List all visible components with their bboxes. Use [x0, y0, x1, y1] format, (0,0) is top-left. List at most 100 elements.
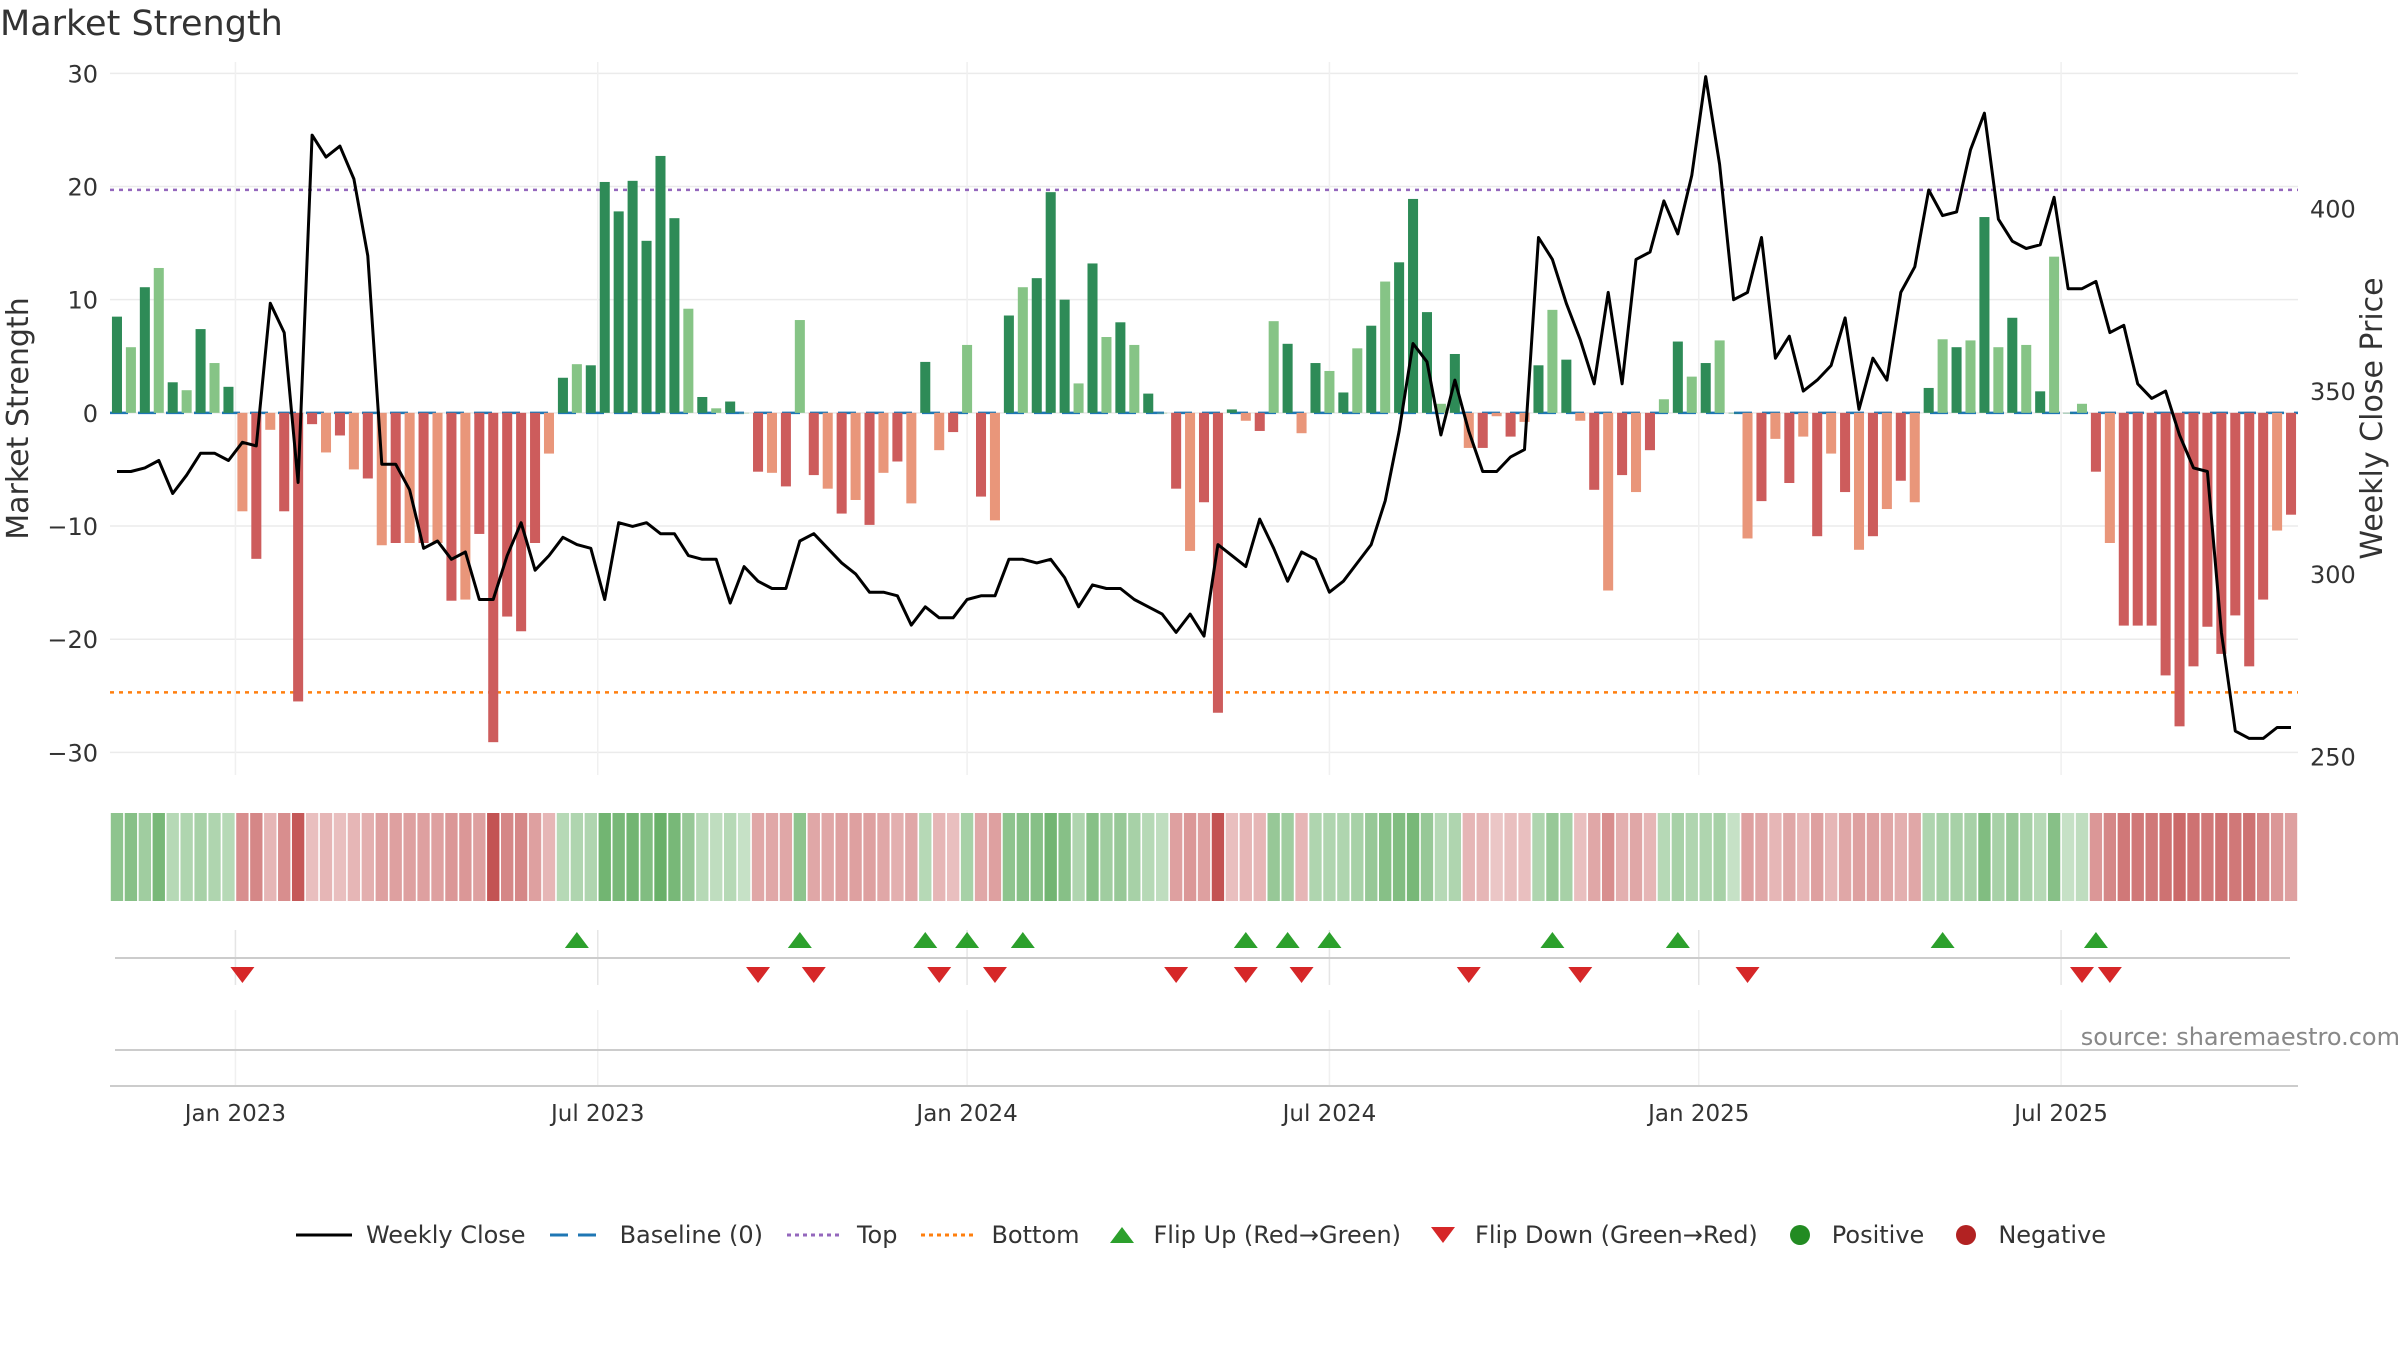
strength-bar — [2007, 317, 2018, 413]
strength-bar — [2063, 412, 2074, 414]
flip-down-marker — [1456, 967, 1481, 983]
heat-cell — [1615, 813, 1629, 901]
heat-cell — [1434, 813, 1448, 901]
heat-cell — [1211, 813, 1225, 901]
heat-cell — [1169, 813, 1183, 901]
strength-bar — [1561, 359, 1572, 413]
y2-tick-label: 350 — [2310, 378, 2356, 406]
heat-cell — [1950, 813, 1963, 901]
heat-cell — [1420, 813, 1434, 901]
strength-bar — [1115, 322, 1126, 413]
heat-cell — [1337, 813, 1350, 901]
strength-bar — [850, 412, 861, 500]
strength-bar — [1951, 347, 1962, 413]
strength-bar — [711, 408, 722, 413]
heat-cell — [1866, 813, 1880, 901]
strength-bar — [1798, 412, 1809, 437]
heat-cell — [403, 813, 416, 901]
strength-bar — [1714, 340, 1725, 413]
heat-cell — [110, 813, 124, 901]
legend-flip-up: Flip Up (Red→Green) — [1102, 1221, 1401, 1249]
heat-cell — [2229, 813, 2242, 901]
heat-cell — [779, 813, 793, 901]
heat-strip — [110, 813, 2298, 901]
strength-bar — [1254, 412, 1265, 431]
heat-cell — [333, 813, 347, 901]
heat-cell — [1267, 813, 1280, 901]
strength-bar — [2021, 344, 2032, 413]
heat-cell — [1323, 813, 1336, 901]
strength-bar — [725, 401, 736, 413]
heat-cell — [389, 813, 402, 901]
strength-bar — [167, 382, 178, 413]
heat-cell — [1142, 813, 1155, 901]
circle-green-icon — [1789, 1225, 1810, 1245]
strength-bar — [1310, 363, 1321, 413]
x-tick-label: Jul 2024 — [1281, 1101, 1377, 1127]
heat-cell — [1978, 813, 1991, 901]
strength-bar — [2160, 412, 2171, 676]
heat-cell — [1783, 813, 1796, 901]
heat-cell — [2201, 813, 2214, 901]
heat-cell — [1755, 813, 1768, 901]
heat-cell — [2145, 813, 2158, 901]
strength-bar — [2258, 412, 2269, 600]
heat-cell — [988, 813, 1002, 901]
heat-cell — [1588, 813, 1601, 901]
flip-down-marker — [1289, 967, 1314, 983]
strength-bar — [223, 386, 234, 413]
legend-flip-down: Flip Down (Green→Red) — [1423, 1221, 1758, 1249]
strength-bar — [1881, 412, 1892, 510]
strength-bar — [599, 181, 610, 413]
strength-bar — [962, 344, 973, 413]
heat-cell — [1727, 813, 1740, 901]
heat-cell — [640, 813, 653, 901]
x-tick-label: Jul 2025 — [2012, 1101, 2108, 1127]
heat-cell — [2117, 813, 2130, 901]
strength-bar — [697, 396, 708, 413]
heat-cell — [1657, 813, 1671, 901]
heat-cell — [1852, 813, 1866, 901]
strength-bar — [1185, 412, 1196, 551]
legend-label: Positive — [1831, 1221, 1925, 1249]
heat-cell — [793, 813, 807, 901]
strength-bar — [1491, 412, 1502, 417]
strength-bar — [822, 412, 833, 489]
heat-cell — [1601, 813, 1615, 901]
flip-down-marker — [2097, 967, 2122, 983]
heat-cell — [1894, 813, 1907, 901]
heat-cell — [1797, 813, 1810, 901]
strength-bar — [446, 412, 457, 601]
strength-bar — [1073, 383, 1084, 413]
heat-cell — [2075, 813, 2089, 901]
strength-bar — [1129, 344, 1140, 413]
strength-bar — [1198, 412, 1210, 503]
strength-bar — [1477, 412, 1488, 448]
strength-bar — [1728, 412, 1739, 414]
strength-bar — [739, 412, 750, 414]
heat-cell — [514, 813, 528, 901]
flip-up-marker — [1275, 932, 1300, 948]
flip-markers — [110, 932, 2298, 1087]
strength-bar — [585, 365, 596, 413]
heat-cell — [654, 813, 667, 901]
heat-cell — [1309, 813, 1322, 901]
y-tick-label: −30 — [47, 739, 98, 767]
heat-cell — [1239, 813, 1252, 901]
heat-cell — [2243, 813, 2256, 901]
flip-down-marker — [230, 967, 255, 983]
heat-cell — [710, 813, 723, 901]
legend-weekly-close: Weekly Close — [294, 1221, 526, 1249]
strength-bar — [1435, 403, 1446, 413]
strength-bar — [948, 412, 959, 433]
strength-bar — [557, 377, 568, 413]
heat-cell — [1908, 813, 1921, 901]
heat-cell — [152, 813, 165, 901]
heat-cell — [1281, 813, 1294, 901]
heat-cell — [905, 813, 918, 901]
strength-bar — [892, 412, 903, 462]
strength-bar — [376, 412, 387, 546]
strength-bar — [906, 412, 917, 504]
heat-cell — [250, 813, 263, 901]
heat-cell — [2159, 813, 2172, 901]
